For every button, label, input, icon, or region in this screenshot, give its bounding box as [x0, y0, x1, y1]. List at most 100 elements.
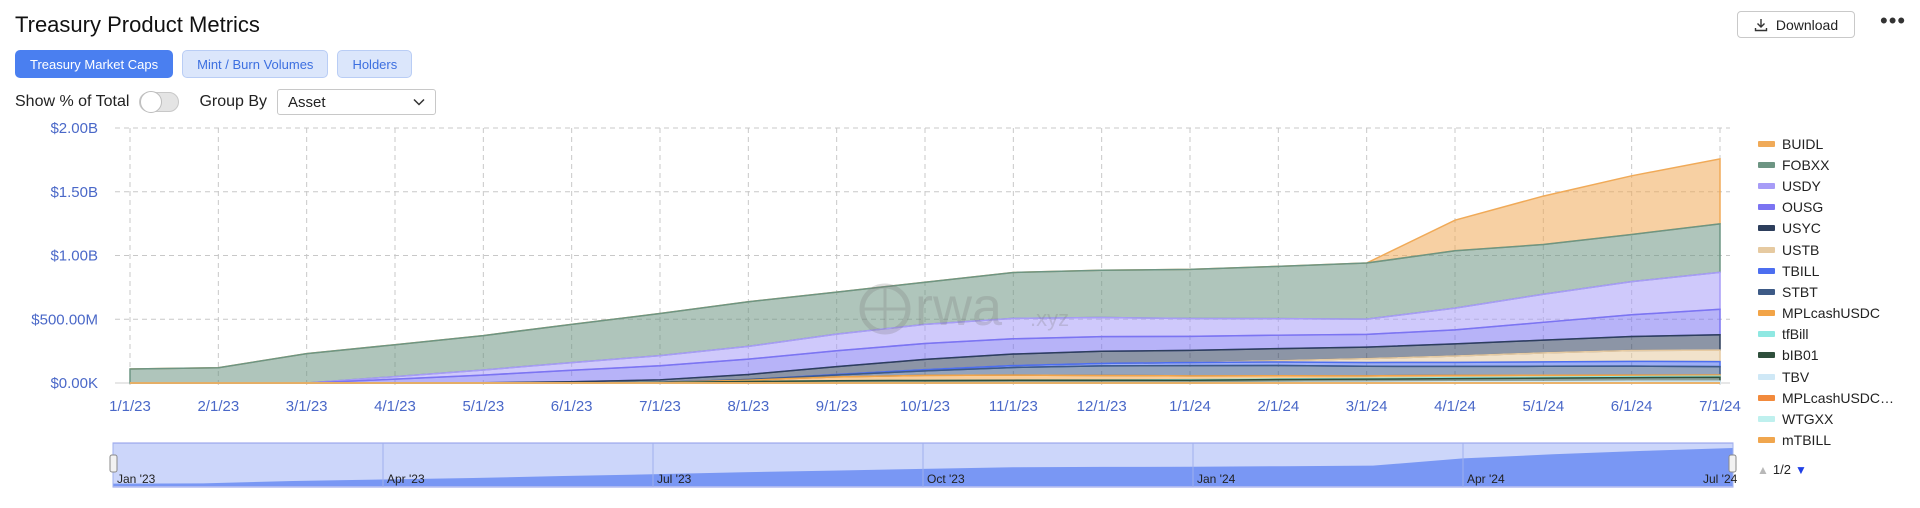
- x-tick-label: 3/1/23: [286, 398, 328, 415]
- navigator-label: Jan '23: [117, 472, 156, 486]
- legend-item[interactable]: mTBILL: [1758, 430, 1894, 451]
- legend-item[interactable]: TBV: [1758, 366, 1894, 387]
- rwa-watermark-logo: rwa .xyz: [859, 277, 1069, 337]
- x-tick-label: 1/1/23: [109, 398, 151, 415]
- x-tick-label: 3/1/24: [1346, 398, 1388, 415]
- tab-holders[interactable]: Holders: [337, 50, 413, 78]
- tab-mint-burn-volumes[interactable]: Mint / Burn Volumes: [182, 50, 329, 78]
- legend-label: bIB01: [1782, 347, 1819, 364]
- legend-label: USDY: [1782, 177, 1821, 194]
- show-pct-label: Show % of Total: [15, 93, 130, 110]
- x-tick-label: 2/1/23: [197, 398, 239, 415]
- legend-swatch: [1758, 225, 1775, 232]
- chart-legend: BUIDL FOBXX USDY OUSG USYC USTB TBILL STBT MPLca…: [1758, 133, 1894, 451]
- x-tick-label: 1/1/24: [1169, 398, 1211, 415]
- pager-down-icon[interactable]: ▼: [1794, 462, 1807, 477]
- tab-treasury-market-caps[interactable]: Treasury Market Caps: [15, 50, 174, 78]
- navigator-label: Apr '23: [387, 472, 425, 486]
- legend-item[interactable]: FOBXX: [1758, 154, 1894, 175]
- chart-controls: Show % of Total Group By Asset: [15, 89, 437, 115]
- group-by-label: Group By: [199, 93, 268, 110]
- navigator-left-handle[interactable]: [109, 454, 118, 473]
- legend-label: MPLcashUSDC: [1782, 305, 1881, 322]
- legend-item[interactable]: WTGXX: [1758, 408, 1894, 429]
- pager-up-icon[interactable]: ▲: [1757, 462, 1769, 477]
- x-tick-label: 4/1/24: [1434, 398, 1476, 415]
- tab-bar: Treasury Market Caps Mint / Burn Volumes…: [15, 50, 413, 78]
- legend-swatch: [1758, 416, 1775, 423]
- page-title: Treasury Product Metrics: [15, 12, 260, 37]
- legend-swatch: [1758, 267, 1775, 274]
- legend-item[interactable]: OUSG: [1758, 197, 1894, 218]
- navigator-right-handle[interactable]: [1728, 454, 1737, 473]
- x-tick-label: 12/1/23: [1077, 398, 1127, 415]
- navigator-label: Apr '24: [1467, 472, 1505, 486]
- legend-label: USTB: [1782, 241, 1820, 258]
- legend-item[interactable]: USDY: [1758, 175, 1894, 196]
- legend-label: tfBill: [1782, 326, 1809, 343]
- legend-swatch: [1758, 204, 1775, 211]
- y-tick-label: $500.00M: [31, 311, 98, 328]
- x-tick-label: 8/1/23: [727, 398, 769, 415]
- watermark-brand: rwa: [915, 277, 1003, 337]
- download-button[interactable]: Download: [1737, 11, 1855, 38]
- y-axis-ticks: $0.00K $500.00M $1.00B $1.50B $2.00B: [31, 120, 98, 392]
- legend-item[interactable]: STBT: [1758, 281, 1894, 302]
- legend-swatch: [1758, 246, 1775, 253]
- legend-item[interactable]: TBILL: [1758, 260, 1894, 281]
- y-tick-label: $0.00K: [50, 375, 98, 392]
- navigator-labels: Jan '23 Apr '23 Jul '23 Oct '23 Jan '24 Apr '…: [112, 443, 1738, 487]
- x-tick-label: 10/1/23: [900, 398, 950, 415]
- legend-label: TBILL: [1782, 262, 1820, 279]
- navigator-label: Jul '24: [1703, 472, 1738, 486]
- legend-label: WTGXX: [1782, 411, 1834, 428]
- x-tick-label: 11/1/23: [989, 398, 1038, 415]
- x-tick-label: 6/1/23: [551, 398, 593, 415]
- range-navigator[interactable]: Jan '23 Apr '23 Jul '23 Oct '23 Jan '24 Apr '…: [109, 442, 1738, 488]
- legend-swatch: [1758, 182, 1775, 189]
- download-icon: [1754, 18, 1768, 31]
- legend-item[interactable]: BUIDL: [1758, 133, 1894, 154]
- navigator-area: [113, 448, 1733, 486]
- navigator-label: Jul '23: [657, 472, 692, 486]
- group-by-select[interactable]: Asset: [277, 89, 437, 115]
- y-tick-label: $1.00B: [50, 248, 98, 265]
- more-options-icon[interactable]: •••: [1880, 8, 1907, 33]
- legend-item[interactable]: tfBill: [1758, 324, 1894, 345]
- legend-label: mTBILL: [1782, 432, 1832, 449]
- legend-label: MPLcashUSDC…: [1782, 389, 1895, 406]
- x-tick-label: 6/1/24: [1611, 398, 1653, 415]
- legend-item[interactable]: bIB01: [1758, 345, 1894, 366]
- legend-item[interactable]: USTB: [1758, 239, 1894, 260]
- chevron-down-icon: [413, 98, 425, 106]
- legend-swatch: [1758, 352, 1775, 359]
- x-tick-label: 2/1/24: [1257, 398, 1299, 415]
- legend-item[interactable]: MPLcashUSDC: [1758, 303, 1894, 324]
- y-tick-label: $1.50B: [50, 184, 98, 201]
- group-by-value: Asset: [288, 93, 326, 111]
- legend-label: FOBXX: [1782, 156, 1830, 173]
- navigator-label: Oct '23: [927, 472, 965, 486]
- x-tick-label: 5/1/24: [1522, 398, 1564, 415]
- show-pct-toggle[interactable]: [139, 91, 180, 113]
- legend-item[interactable]: USYC: [1758, 218, 1894, 239]
- navigator-label: Jan '24: [1197, 472, 1236, 486]
- legend-swatch: [1758, 140, 1775, 147]
- download-label: Download: [1775, 16, 1839, 33]
- legend-item[interactable]: MPLcashUSDC…: [1758, 387, 1894, 408]
- legend-label: USYC: [1782, 220, 1821, 237]
- legend-label: BUIDL: [1782, 135, 1824, 152]
- x-tick-label: 9/1/23: [816, 398, 858, 415]
- legend-pager: ▲ 1/2 ▼: [1757, 462, 1807, 477]
- legend-swatch: [1758, 310, 1775, 317]
- legend-swatch: [1758, 161, 1775, 168]
- toggle-knob: [140, 91, 163, 113]
- pager-text: 1/2: [1772, 462, 1791, 477]
- x-tick-label: 4/1/23: [374, 398, 416, 415]
- watermark-suffix: .xyz: [1030, 306, 1069, 331]
- legend-label: STBT: [1782, 283, 1818, 300]
- x-tick-label: 7/1/24: [1699, 398, 1741, 415]
- x-tick-label: 7/1/23: [639, 398, 681, 415]
- legend-swatch: [1758, 331, 1775, 338]
